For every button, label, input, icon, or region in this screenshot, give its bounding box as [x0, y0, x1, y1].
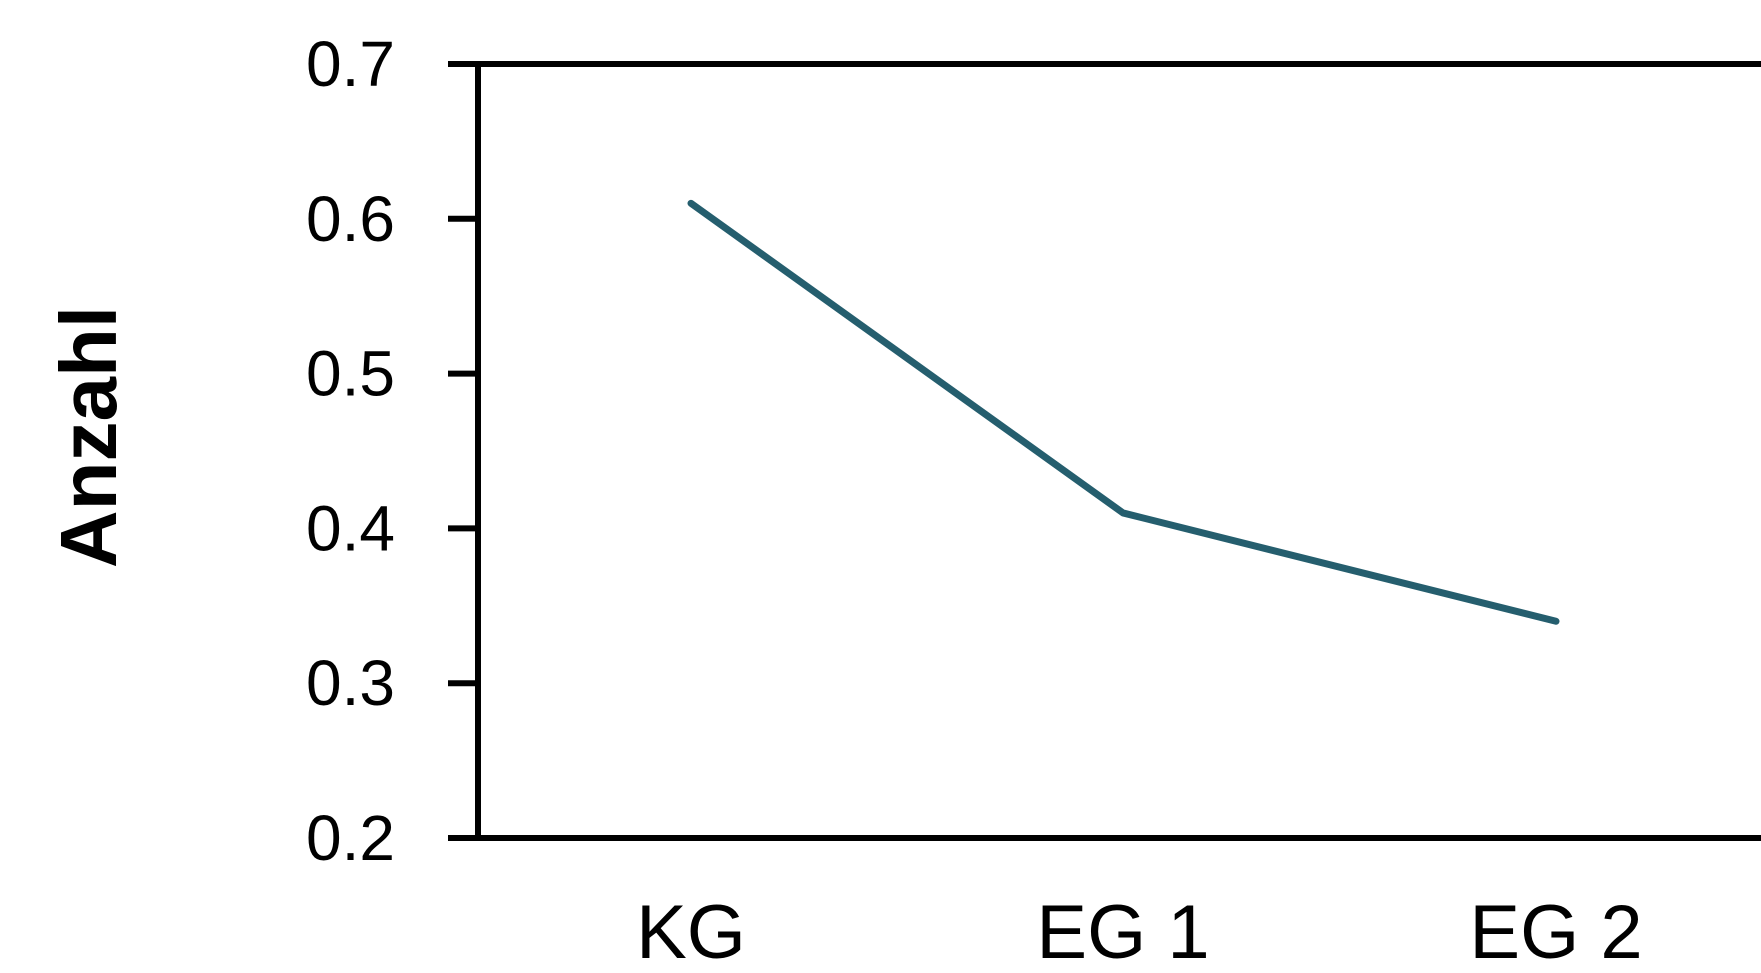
y-axis-ticks: 0.7 0.6 0.5 0.4 0.3 0.2 [306, 28, 478, 874]
y-tick-label: 0.4 [306, 492, 395, 564]
y-tick-label: 0.5 [306, 338, 395, 410]
series-line [687, 199, 1560, 625]
y-axis-label: Anzahl [44, 306, 133, 568]
x-tick-label: EG 2 [1469, 890, 1642, 973]
y-tick-label: 0.2 [306, 802, 395, 874]
y-tick-label: 0.6 [306, 183, 395, 255]
x-tick-label: EG 1 [1036, 890, 1209, 973]
y-tick-label: 0.7 [306, 28, 395, 100]
y-tick-label: 0.3 [306, 647, 395, 719]
axes [448, 61, 1761, 841]
x-tick-label: KG [636, 890, 746, 973]
series-layer [687, 199, 1560, 625]
x-axis-ticks: KG EG 1 EG 2 [636, 890, 1643, 973]
